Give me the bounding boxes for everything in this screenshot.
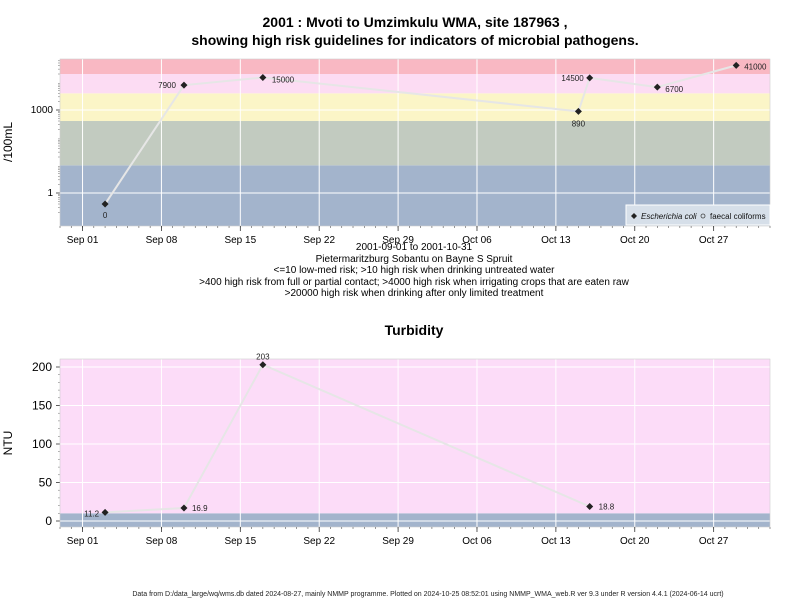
risk-band [60,59,770,75]
ecoli-point [574,107,582,115]
y-tick-label: 200 [32,360,52,374]
y-tick-label: 50 [39,476,53,490]
turbidity-point [180,504,188,512]
x-tick-label: Oct 20 [620,235,650,246]
risk-band [60,93,770,122]
x-tick-label: Oct 27 [699,536,729,547]
x-tick-label: Oct 13 [541,235,571,246]
subtitle-line: 2001-09-01 to 2001-10-31 [356,242,473,253]
subtitle-line: Pietermaritzburg Sobantu on Bayne S Spru… [316,254,513,265]
chart2-title: Turbidity [385,322,444,338]
chart2-ylabel: NTU [1,431,15,456]
risk-band [60,121,770,166]
x-tick-label: Sep 15 [224,235,256,246]
turbidity-band [60,359,770,514]
legend-ecoli-label: Escherichia coli [641,212,697,221]
turbidity-point [101,508,109,516]
y-tick-label: 1 [47,188,53,199]
x-tick-label: Oct 13 [541,536,571,547]
ecoli-point [586,74,594,82]
legend: Escherichia coli faecal coliforms [625,204,771,226]
footer-note: Data from D:/data_large/wq/wms.db dated … [132,591,723,598]
legend-faecal-label: faecal coliforms [710,212,766,221]
ecoli-point [259,73,267,81]
y-tick-label: 150 [32,399,52,413]
turbidity-data-label: 16.9 [192,504,208,513]
ecoli-data-label: 41000 [744,62,767,71]
turbidity-plot: 0 50 100 150 200 Sep 01 Sep 08 Sep 15 Sep 22 Sep … [32,353,771,547]
turbidity-point [586,503,594,511]
ecoli-data-label: 15000 [272,75,295,84]
chart1-subtitles: 2001-09-01 to 2001-10-31 Pietermaritzbur… [199,242,629,299]
y-tick-label: 100 [32,437,52,451]
turbidity-point [259,361,267,369]
x-tick-label: Sep 29 [382,235,414,246]
x-tick-label: Oct 27 [699,235,729,246]
subtitle-line: >20000 high risk when drinking after onl… [285,288,544,299]
turbidity-data-label: 18.8 [599,503,615,512]
ecoli-point [653,83,661,91]
x-tick-label: Sep 08 [146,235,178,246]
turbidity-band [60,513,770,527]
x-tick-label: Sep 08 [146,536,178,547]
turbidity-data-label: 11.2 [84,509,100,518]
plot-frame [59,358,771,528]
x-tick-label: Sep 01 [67,235,99,246]
x-tick-label: Oct 06 [462,536,492,547]
ecoli-data-label: 14500 [561,74,584,83]
y-tick-label: 1000 [31,105,54,116]
legend-ecoli-marker [631,213,637,219]
ecoli-data-label: 6700 [665,85,683,94]
chart1-title-line2: showing high risk guidelines for indicat… [191,32,638,48]
x-tick-label: Oct 06 [462,235,492,246]
chart1-ylabel: /100mL [1,122,15,162]
ecoli-plot: 1 1000 Sep 01 Sep 08 Sep 15 Sep 22 Sep 29 Oct 0… [31,58,771,246]
turbidity-data-label: 203 [256,353,270,362]
legend-box [625,204,771,226]
x-tick-label: Sep 29 [382,536,414,547]
legend-faecal-marker [700,213,706,219]
ecoli-data-label: 890 [572,119,586,128]
ecoli-data-label: 0 [103,211,108,220]
subtitle-line: >400 high risk from full or partial cont… [199,277,629,288]
x-tick-label: Sep 15 [224,536,256,547]
chart1-title-line1: 2001 : Mvoti to Umzimkulu WMA, site 1879… [263,14,568,30]
subtitle-line: <=10 low-med risk; >10 high risk when dr… [274,265,556,276]
plot-frame [59,58,771,227]
turbidity-series-line [105,363,591,514]
ecoli-point [732,61,740,69]
y-tick-label: 0 [45,514,52,528]
x-tick-label: Sep 22 [303,536,335,547]
ecoli-data-label: 7900 [158,81,176,90]
x-tick-label: Oct 20 [620,536,650,547]
ecoli-point [180,81,188,89]
x-tick-label: Sep 01 [67,536,99,547]
x-tick-label: Sep 22 [303,235,335,246]
ecoli-point [101,200,109,208]
